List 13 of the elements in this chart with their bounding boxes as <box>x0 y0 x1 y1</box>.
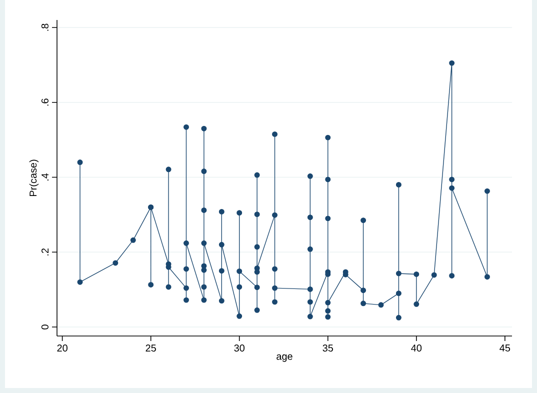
y-tick-label: .2 <box>42 248 48 256</box>
x-tick-label: 25 <box>146 344 156 352</box>
y-tick-label: .6 <box>41 98 48 106</box>
y-tick-label: 0 <box>41 324 48 330</box>
x-tick-label: 45 <box>500 344 510 352</box>
x-tick-label: 35 <box>322 344 334 352</box>
x-tick-label: 20 <box>57 344 68 352</box>
x-axis-title: age <box>276 354 292 362</box>
y-tick-label: .4 <box>42 173 48 180</box>
y-tick-label: .8 <box>41 24 48 31</box>
x-tick-label: 30 <box>234 344 245 352</box>
x-tick-label: 40 <box>411 344 422 352</box>
y-axis-title: Pr(case) <box>29 160 39 196</box>
